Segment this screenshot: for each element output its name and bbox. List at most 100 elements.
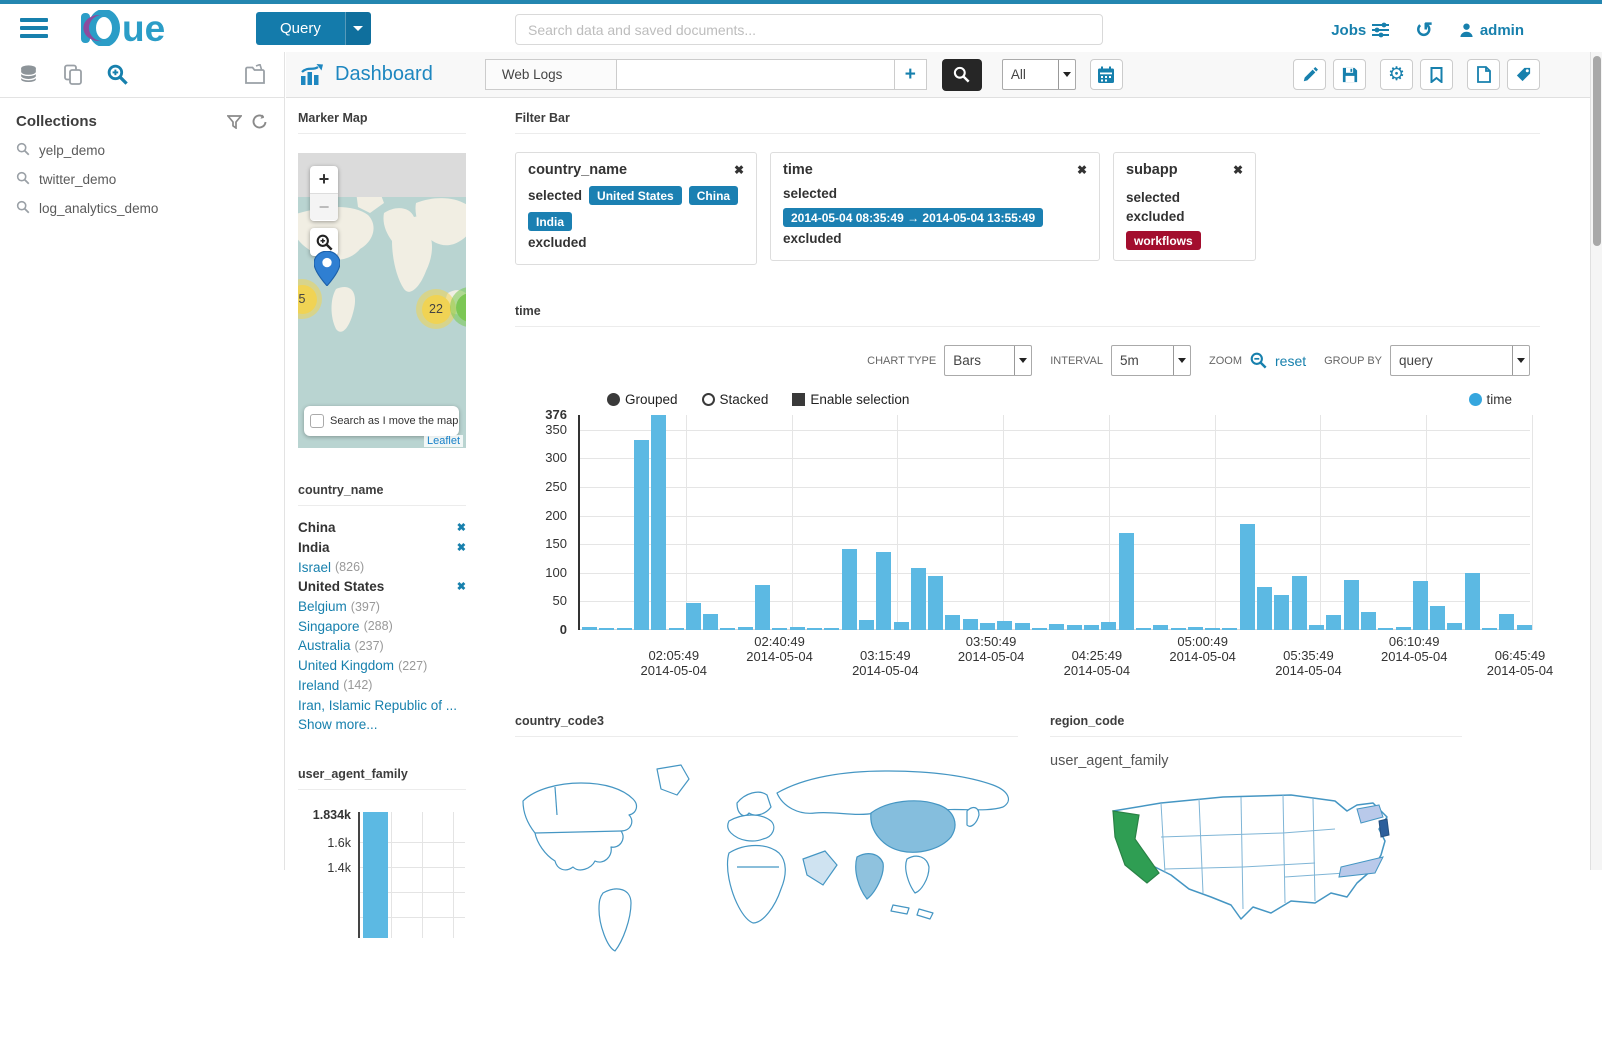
chart-bar[interactable] [790,627,805,630]
chart-bar[interactable] [617,628,632,630]
chart-bar[interactable] [755,585,770,630]
tags-button[interactable] [1507,59,1540,90]
collection-item[interactable]: log_analytics_demo [16,200,268,217]
chart-bar[interactable] [669,628,684,630]
chart-bar[interactable] [842,549,857,630]
filter-chip[interactable]: China [689,186,738,205]
search-collections-icon[interactable] [107,64,128,85]
chart-bar[interactable] [1309,625,1324,630]
hue-logo[interactable]: ue [80,10,180,46]
chart-bar[interactable] [1344,580,1359,630]
facet-item[interactable]: United States✖ [298,577,466,597]
chart-bar[interactable] [363,812,388,938]
chart-bar[interactable] [963,619,978,630]
filter-chip[interactable]: United States [589,186,682,205]
chart-bar[interactable] [1447,623,1462,630]
chart-bar[interactable] [1378,628,1393,630]
facet-label[interactable]: Belgium [298,599,347,614]
chart-bar[interactable] [1465,573,1480,630]
filter-icon[interactable] [227,115,242,129]
facet-label[interactable]: Israel [298,560,331,575]
chart-bar[interactable] [720,628,735,630]
facet-item[interactable]: United Kingdom(227) [298,656,466,676]
documents-icon[interactable] [63,64,83,85]
chart-bar[interactable] [1413,581,1428,630]
chart-bar[interactable] [1326,615,1341,630]
facet-label[interactable]: Australia [298,638,351,653]
new-document-button[interactable] [1467,59,1500,90]
chart-bar[interactable] [1257,587,1272,630]
query-button[interactable]: Query [256,12,371,45]
chart-bar[interactable] [1101,622,1116,630]
leaflet-attribution-link[interactable]: Leaflet [424,435,463,447]
chart-bar[interactable] [1084,625,1099,630]
chart-bar[interactable] [1032,628,1047,630]
chart-bar[interactable] [876,552,891,630]
scrollbar-thumb[interactable] [1593,56,1601,246]
global-search-input[interactable] [515,14,1103,45]
filter-chip[interactable]: India [528,212,572,231]
group-by-select[interactable]: query [1390,345,1530,376]
remove-filter-icon[interactable]: ✖ [457,541,466,554]
settings-button[interactable]: ⚙ [1380,59,1413,90]
facet-label[interactable]: United Kingdom [298,658,394,673]
jobs-link[interactable]: Jobs [1331,22,1389,39]
chart-bar[interactable] [1517,625,1532,630]
search-button[interactable] [942,59,982,91]
chart-bar[interactable] [928,576,943,630]
close-icon[interactable]: ✖ [1077,163,1087,177]
history-icon[interactable]: ↺ [1415,20,1433,41]
country-saudi-arabia[interactable] [803,851,837,885]
chart-bar[interactable] [772,628,787,630]
marker-map[interactable]: + − 5 22 2 Search as I move the map [298,153,466,448]
chart-bar[interactable] [1482,628,1497,630]
chart-bar[interactable] [1222,628,1237,630]
chart-bar[interactable] [1361,612,1376,630]
chart-bar[interactable] [1274,595,1289,630]
chart-bar[interactable] [1171,628,1186,630]
chart-bar[interactable] [1396,627,1411,630]
series-legend[interactable]: time [1469,392,1512,407]
chart-type-select[interactable]: Bars [944,345,1032,376]
filter-chip[interactable]: workflows [1126,231,1201,250]
collection-item[interactable]: twitter_demo [16,171,268,188]
facet-item[interactable]: Israel(826) [298,557,466,577]
chart-bar[interactable] [1499,614,1514,630]
chart-bar[interactable] [1067,625,1082,630]
facet-item[interactable]: Belgium(397) [298,597,466,617]
chart-bar[interactable] [1240,524,1255,630]
collection-item[interactable]: yelp_demo [16,142,268,159]
calendar-button[interactable] [1090,59,1123,90]
chart-bar[interactable] [703,614,718,630]
chart-bar[interactable] [997,621,1012,630]
world-map[interactable] [515,755,1018,1055]
legend-grouped-radio[interactable]: Grouped [607,392,678,407]
database-icon[interactable] [18,64,39,85]
facet-item[interactable]: China✖ [298,518,466,538]
map-marker-pin[interactable] [314,251,340,286]
chart-bar[interactable] [1430,606,1445,630]
remove-filter-icon[interactable]: ✖ [457,521,466,534]
country-china[interactable] [871,801,955,852]
chart-bar[interactable] [1153,625,1168,630]
close-icon[interactable]: ✖ [734,163,744,177]
chart-bar[interactable] [894,622,909,630]
chart-bar[interactable] [911,568,926,630]
facet-label[interactable]: Iran, Islamic Republic of ... [298,698,457,713]
chart-bar[interactable] [1136,628,1151,630]
filter-chip[interactable]: 2014-05-04 08:35:49 → 2014-05-04 13:55:4… [783,208,1043,227]
query-dropdown-toggle[interactable] [345,12,371,45]
user-menu[interactable]: admin [1459,22,1524,39]
chart-bar[interactable] [651,415,666,630]
query-button-label[interactable]: Query [256,12,345,45]
facet-item[interactable]: Australia(237) [298,636,466,656]
facet-label[interactable]: Singapore [298,619,360,634]
facet-item[interactable]: Ireland(142) [298,676,466,696]
chart-bar[interactable] [634,440,649,630]
remove-filter-icon[interactable]: ✖ [457,580,466,593]
page-scrollbar[interactable] [1590,52,1602,870]
interval-select[interactable]: 5m [1111,345,1191,376]
facet-label[interactable]: Ireland [298,678,339,693]
chart-bar[interactable] [1015,623,1030,630]
dashboard-search-input[interactable] [617,59,895,90]
